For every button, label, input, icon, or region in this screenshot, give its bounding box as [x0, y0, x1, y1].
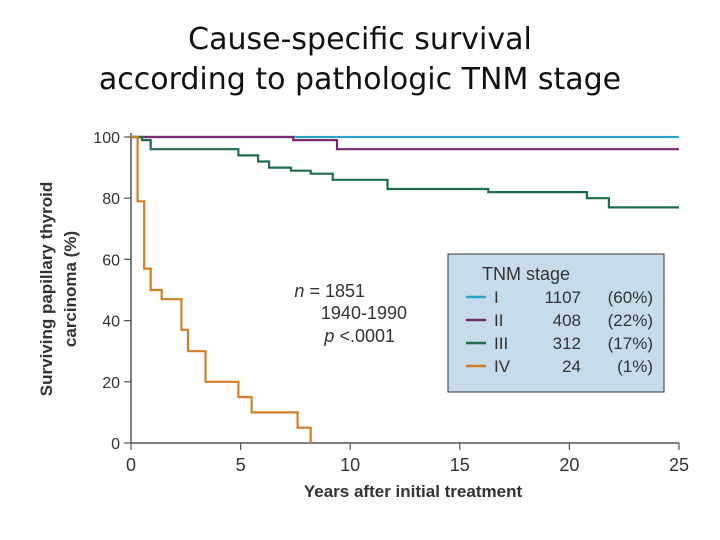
annotation-n-value: = 1851: [304, 281, 365, 301]
y-tick-label-40: 40: [102, 314, 120, 331]
x-tick-label-0: 0: [126, 455, 136, 475]
stats-annotation: n = 1851 1940-1990 p <.0001: [294, 281, 407, 346]
y-tick-label-100: 100: [93, 130, 120, 147]
x-tick-label-20: 20: [559, 455, 579, 475]
y-axis-label-line-1: Surviving papillary thyroid: [37, 182, 56, 396]
annotation-years: 1940-1990: [321, 303, 407, 323]
legend-count-stage-i: 1107: [544, 288, 581, 307]
slide-title-line-1: Cause-specific survival: [188, 22, 532, 57]
legend-box: [447, 253, 665, 393]
x-tick-label-15: 15: [450, 455, 470, 475]
slide-title-line-2: according to pathologic TNM stage: [98, 62, 622, 97]
x-axis-label: Years after initial treatment: [304, 482, 523, 501]
series-layer: [131, 135, 679, 443]
annotation-p-value: <.0001: [334, 326, 395, 346]
y-tick-label-0: 0: [111, 436, 120, 453]
legend-percent-stage-ii: (22%): [608, 311, 653, 330]
x-tick-label-25: 25: [669, 455, 689, 475]
axes-layer: 0 20 40 60 80 100 0 5 10 15 20 25: [93, 130, 689, 475]
legend-title: TNM stage: [482, 264, 570, 284]
x-tick-label-5: 5: [236, 455, 246, 475]
x-tick-label-10: 10: [340, 455, 360, 475]
series-line-stage-iii: [131, 135, 679, 209]
series-line-stage-iv: [131, 135, 312, 443]
annotation-n-symbol: n: [294, 281, 304, 301]
y-axis-label-line-2: carcinoma (%): [61, 231, 80, 347]
y-tick-label-20: 20: [102, 375, 120, 392]
legend-label-stage-iii: III: [494, 334, 508, 353]
legend-percent-stage-i: (60%): [608, 288, 653, 307]
y-tick-label-60: 60: [102, 252, 120, 269]
legend-count-stage-iv: 24: [562, 357, 581, 376]
y-tick-label-80: 80: [102, 191, 120, 208]
legend-label-stage-iv: IV: [494, 357, 511, 376]
legend-label-stage-i: I: [494, 288, 499, 307]
legend-percent-stage-iii: (17%): [608, 334, 653, 353]
legend-rows: I 1107 (60%) II 408 (22%) III 312 (17%) IV 24 (1%): [466, 288, 653, 376]
legend-count-stage-ii: 408: [553, 311, 581, 330]
legend-percent-stage-iv: (1%): [617, 357, 653, 376]
legend: TNM stage I 1107 (60%) II 408 (22%) III 312 (17%…: [447, 253, 665, 393]
legend-count-stage-iii: 312: [553, 334, 581, 353]
series-line-stage-ii: [131, 135, 679, 151]
annotation-n: n = 1851: [294, 281, 365, 301]
slide-title: Cause-specific survival according to pat…: [0, 20, 720, 100]
legend-label-stage-ii: II: [494, 311, 503, 330]
annotation-p: p <.0001: [323, 326, 395, 346]
annotation-p-symbol: p: [323, 326, 334, 346]
